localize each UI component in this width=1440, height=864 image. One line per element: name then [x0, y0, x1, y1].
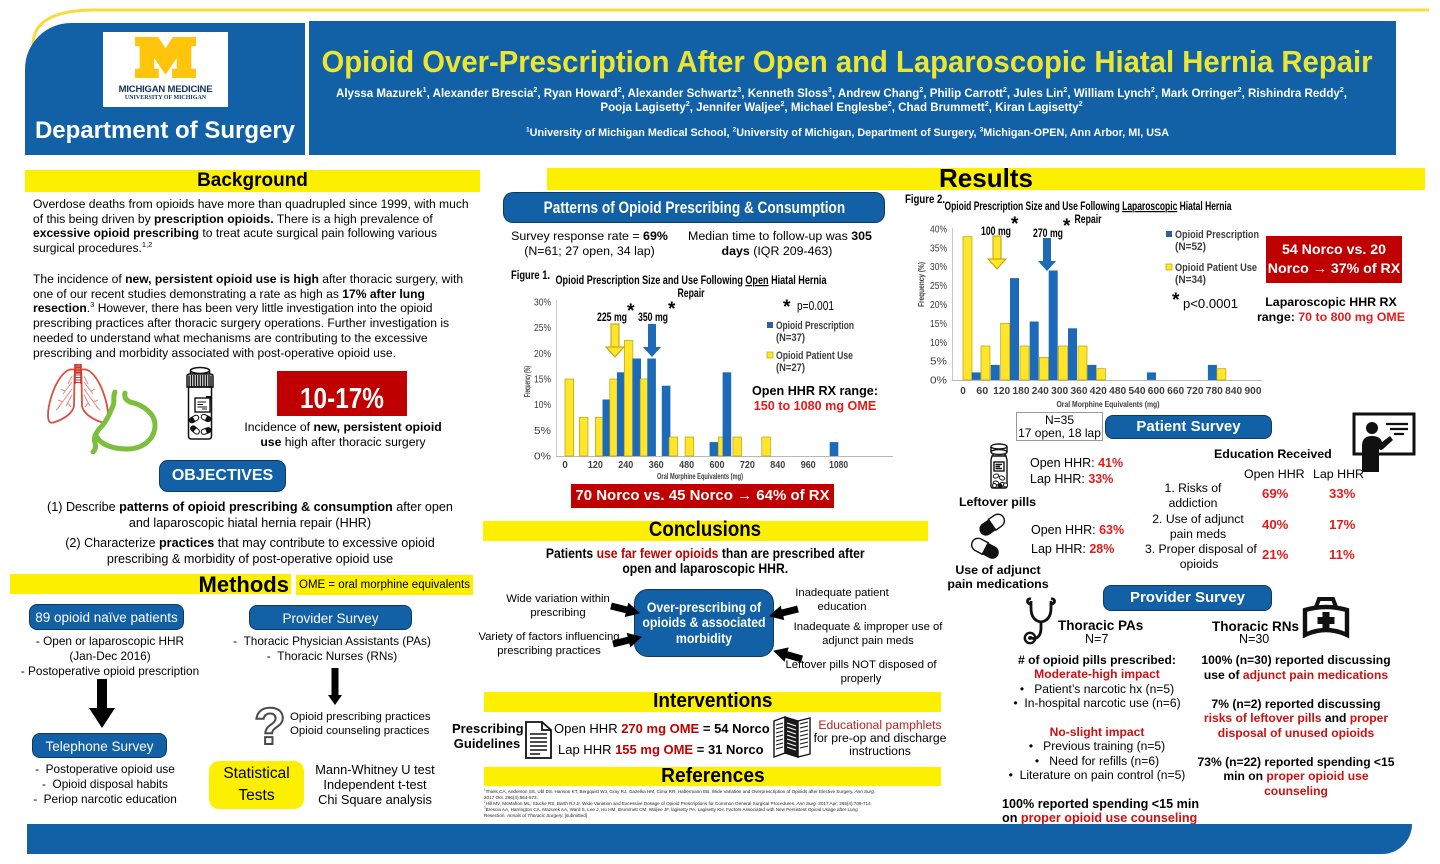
- svg-text:Figure 2.: Figure 2.: [905, 192, 945, 206]
- svg-text:*: *: [1063, 216, 1071, 237]
- svg-text:0%: 0%: [534, 452, 551, 463]
- svg-text:300: 300: [1051, 386, 1068, 397]
- svg-text:Opioid Over-Prescription After: Opioid Over-Prescription After Open and …: [322, 44, 1373, 79]
- svg-text:25%: 25%: [930, 281, 947, 292]
- svg-text:Frequency (%): Frequency (%): [916, 262, 926, 307]
- svg-text:600: 600: [1148, 386, 1165, 397]
- svg-text:180: 180: [1013, 386, 1030, 397]
- svg-text:Frequency (%): Frequency (%): [522, 366, 532, 397]
- svg-text:p=0.001: p=0.001: [797, 299, 834, 313]
- svg-text:240: 240: [1032, 386, 1049, 397]
- svg-text:25%: 25%: [534, 323, 551, 334]
- svg-text:120: 120: [588, 460, 603, 471]
- svg-text:720: 720: [1187, 386, 1204, 397]
- svg-text:960: 960: [801, 460, 816, 471]
- svg-text:100 mg: 100 mg: [981, 224, 1011, 238]
- svg-text:270 mg: 270 mg: [1033, 226, 1063, 240]
- svg-text:(N=52): (N=52): [1175, 241, 1206, 253]
- svg-text:5%: 5%: [930, 357, 947, 368]
- svg-text:600: 600: [710, 460, 725, 471]
- svg-text:780: 780: [1206, 386, 1223, 397]
- svg-text:(N=27): (N=27): [776, 362, 805, 374]
- svg-text:660: 660: [1167, 386, 1184, 397]
- svg-text:p<0.0001: p<0.0001: [1183, 296, 1238, 311]
- svg-text:0%: 0%: [930, 376, 947, 387]
- svg-text:1080: 1080: [829, 460, 848, 471]
- svg-text:Figure 1.: Figure 1.: [511, 268, 550, 282]
- svg-text:Opioid Prescription: Opioid Prescription: [1175, 229, 1259, 241]
- svg-text:120: 120: [993, 386, 1010, 397]
- svg-text:360: 360: [1071, 386, 1088, 397]
- svg-text:10%: 10%: [930, 338, 947, 349]
- svg-text:360: 360: [649, 460, 664, 471]
- svg-text:30%: 30%: [930, 262, 947, 273]
- svg-text:Repair: Repair: [678, 286, 705, 300]
- svg-text:840: 840: [770, 460, 785, 471]
- svg-text:350 mg: 350 mg: [638, 310, 668, 324]
- svg-text:10%: 10%: [534, 400, 551, 411]
- svg-text:15%: 15%: [534, 375, 551, 386]
- svg-text:480: 480: [1109, 386, 1126, 397]
- svg-text:Opioid Prescription: Opioid Prescription: [776, 320, 854, 332]
- svg-text:480: 480: [679, 460, 694, 471]
- svg-text:*: *: [668, 299, 676, 320]
- svg-text:540: 540: [1129, 386, 1146, 397]
- svg-text:900: 900: [1245, 386, 1262, 397]
- svg-text:(N=34): (N=34): [1175, 274, 1206, 286]
- svg-text:0: 0: [562, 460, 568, 471]
- svg-text:Oral Morphine Equivalents (mg: Oral Morphine Equivalents (mg): [657, 472, 743, 481]
- svg-text:Opioid Prescription Size and U: Opioid Prescription Size and Use Followi…: [945, 199, 1232, 213]
- svg-text:60: 60: [976, 386, 988, 397]
- svg-text:40%: 40%: [930, 225, 947, 236]
- svg-text:(N=37): (N=37): [776, 332, 805, 344]
- svg-text:420: 420: [1090, 386, 1107, 397]
- svg-text:Repair: Repair: [1075, 212, 1102, 226]
- svg-text:30%: 30%: [534, 298, 551, 309]
- svg-text:5%: 5%: [534, 426, 551, 437]
- svg-text:Opioid Patient Use: Opioid Patient Use: [776, 350, 853, 362]
- svg-text:Oral Morphine Equivalents (mg): Oral Morphine Equivalents (mg): [1057, 399, 1160, 409]
- svg-text:*: *: [1172, 290, 1180, 311]
- svg-text:*: *: [627, 301, 635, 322]
- svg-text:35%: 35%: [930, 243, 947, 254]
- svg-text:15%: 15%: [930, 319, 947, 330]
- svg-text:720: 720: [740, 460, 755, 471]
- svg-text:*: *: [783, 297, 791, 318]
- svg-text:840: 840: [1225, 386, 1242, 397]
- svg-text:20%: 20%: [930, 300, 947, 311]
- svg-text:Opioid Patient Use: Opioid Patient Use: [1175, 262, 1257, 274]
- svg-text:*: *: [1011, 214, 1019, 235]
- svg-text:240: 240: [618, 460, 633, 471]
- svg-text:?: ?: [254, 700, 286, 756]
- svg-text:20%: 20%: [534, 349, 551, 360]
- svg-text:225 mg: 225 mg: [597, 310, 627, 324]
- svg-text:Opioid Prescription Size and U: Opioid Prescription Size and Use Followi…: [556, 273, 827, 287]
- svg-text:0: 0: [960, 386, 966, 397]
